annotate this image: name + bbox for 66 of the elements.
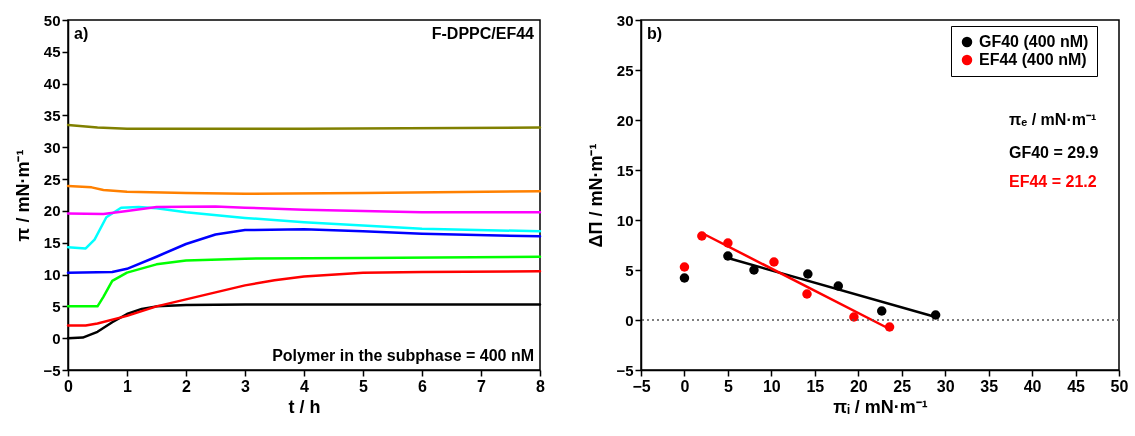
x-tick-label: 40 [1023,377,1042,395]
line-series [66,228,542,274]
annotation: F-DPPC/EF44 [431,25,535,42]
point [803,269,813,279]
x-tick-label: 5 [723,377,733,395]
x-tick-label: 4 [300,377,310,395]
annotation: GF40 = 29.9 [1009,144,1099,161]
x-tick-label: 25 [893,377,912,395]
y-tick-label: 20 [616,111,634,129]
y-tick-label: 35 [43,106,61,124]
y-tick-label: −5 [616,361,634,379]
y-axis-title: ΔΠ / mN·m⁻¹ [586,143,607,248]
x-axis-title: t / h [288,396,321,417]
y-tick-label: 45 [43,43,61,61]
point [802,289,812,299]
point [679,273,690,283]
annotation: EF44 = 21.2 [1009,173,1097,190]
x-tick-label: 3 [241,377,251,395]
legend-label: EF44 (400 nM) [979,51,1087,68]
y-tick-label: 15 [43,234,61,252]
x-tick-label: 10 [762,377,781,395]
y-tick-label: 20 [43,202,61,220]
x-tick-label: 0 [680,377,690,395]
y-axis-title: π / mN·m⁻¹ [13,149,34,242]
y-tick-label: 15 [616,161,634,179]
point [769,257,779,267]
x-tick-label: 2 [182,377,192,395]
point [877,306,887,316]
y-tick-label: 50 [43,11,61,29]
y-tick-label: 25 [616,61,634,79]
annotation: a) [74,25,89,42]
annotation: b) [647,25,663,42]
x-axis-title: πᵢ / mN·m⁻¹ [833,396,928,417]
y-tick-label: 40 [43,75,61,93]
y-tick-label: 0 [52,329,61,347]
annotation: Polymer in the subphase = 400 nM [272,347,534,364]
x-tick-label: 7 [477,377,487,395]
y-tick-label: 30 [43,138,61,156]
x-tick-label: 0 [64,377,74,395]
y-tick-label: 5 [625,261,634,279]
y-tick-label: 10 [616,211,634,229]
x-tick-label: 5 [359,377,369,395]
x-tick-label: 1 [123,377,133,395]
y-tick-label: 5 [52,297,61,315]
x-tick-label: 8 [536,377,546,395]
y-tick-label: 25 [43,170,61,188]
y-tick-label: 0 [625,311,634,329]
y-tick-label: −5 [43,361,61,379]
y-tick-label: 10 [43,266,61,284]
legend-label: GF40 (400 nM) [979,33,1089,50]
x-tick-label: 35 [980,377,999,395]
line-series [66,255,542,308]
x-tick-label: 45 [1067,377,1086,395]
x-tick-label: 6 [418,377,428,395]
line-series [66,205,542,250]
line-series [66,205,542,216]
x-tick-label: 50 [1110,377,1129,395]
line-series [66,184,542,195]
annotation: πₑ / mN·m⁻¹ [1009,111,1097,128]
x-tick-label: 20 [849,377,868,395]
point [849,312,859,322]
y-tick-label: 30 [616,11,634,29]
x-tick-label: 15 [806,377,825,395]
x-tick-label: 30 [936,377,955,395]
line-series [66,270,542,327]
point [679,262,690,272]
